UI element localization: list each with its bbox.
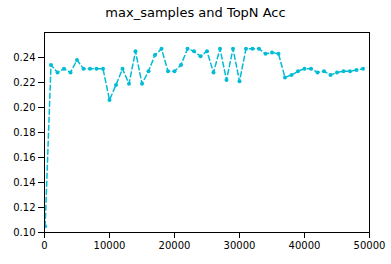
svg-text:50000: 50000 xyxy=(354,240,386,251)
svg-text:0.18: 0.18 xyxy=(13,127,35,138)
svg-text:0: 0 xyxy=(41,240,47,251)
svg-text:0.20: 0.20 xyxy=(13,102,35,113)
svg-text:20000: 20000 xyxy=(159,240,191,251)
svg-text:0.10: 0.10 xyxy=(13,227,35,238)
svg-text:0.16: 0.16 xyxy=(13,152,35,163)
html-text:max_samples and TopN Acc: max_samples and TopN Acc xyxy=(105,5,286,20)
svg-text:0.14: 0.14 xyxy=(13,177,35,188)
svg-text:0.24: 0.24 xyxy=(13,52,35,63)
svg-text:0.22: 0.22 xyxy=(13,77,35,88)
svg-text:0.12: 0.12 xyxy=(13,202,35,213)
svg-text:10000: 10000 xyxy=(94,240,126,251)
svg-text:40000: 40000 xyxy=(289,240,321,251)
svg-text:30000: 30000 xyxy=(224,240,256,251)
